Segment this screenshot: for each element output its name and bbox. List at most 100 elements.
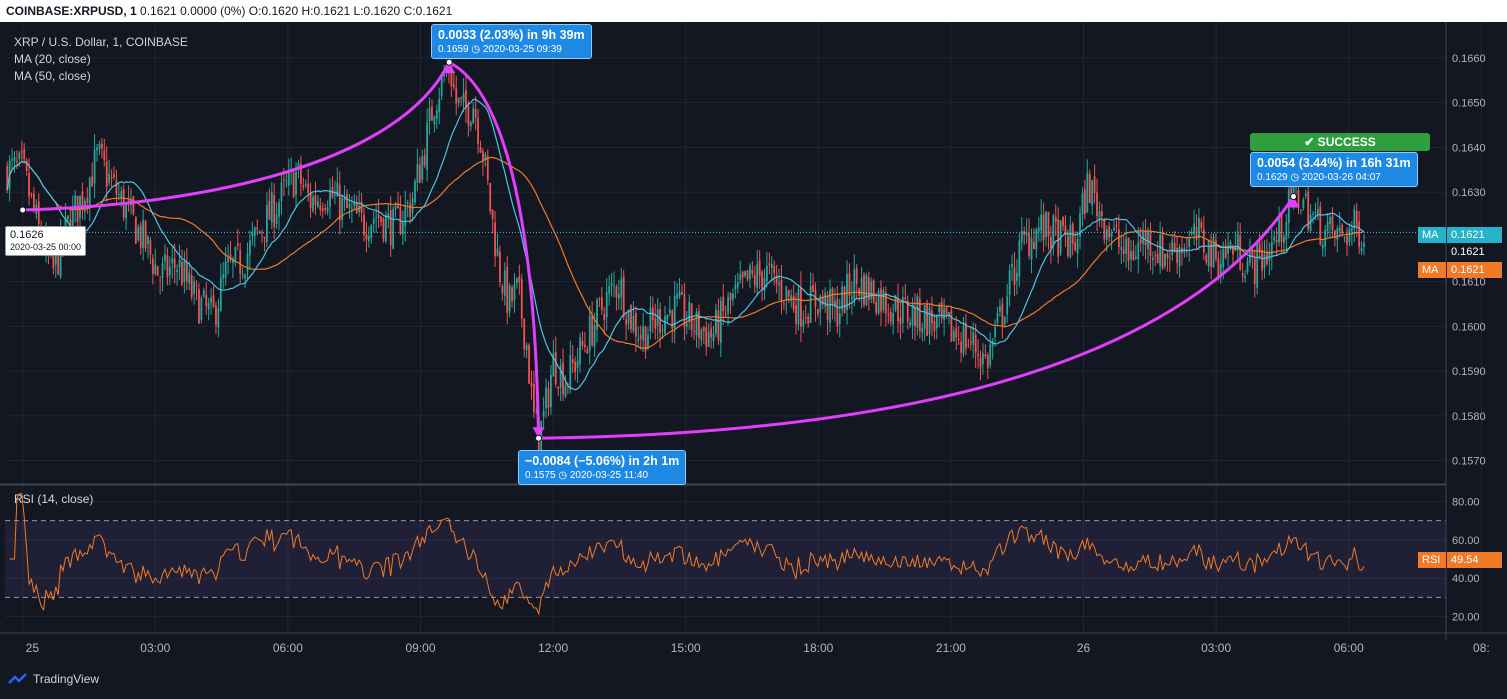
price-candle-body bbox=[316, 201, 319, 207]
price-candle-body bbox=[739, 274, 742, 281]
ohlc-stats: 0.1621 0.0000 (0%) O:0.1620 H:0.1621 L:0… bbox=[140, 4, 453, 18]
price-candle-body bbox=[729, 293, 732, 301]
price-candle-body bbox=[266, 204, 268, 243]
price-candle-body bbox=[644, 326, 647, 352]
price-candle-body bbox=[778, 282, 780, 286]
chart-title: XRP / U.S. Dollar, 1, COINBASE bbox=[14, 35, 188, 49]
price-candle-body bbox=[435, 110, 438, 119]
price-candle-body bbox=[348, 203, 351, 208]
price-candle-body bbox=[1326, 221, 1329, 231]
price-candle-body bbox=[33, 193, 35, 210]
price-candle-body bbox=[535, 412, 538, 414]
price-candle-body bbox=[13, 156, 16, 162]
price-candle-body bbox=[897, 297, 899, 322]
projection-curve bbox=[22, 61, 451, 212]
price-candle-body bbox=[98, 144, 101, 149]
price-candle-body bbox=[215, 305, 217, 325]
price-candle-body bbox=[384, 215, 387, 242]
price-candle-body bbox=[1137, 242, 1140, 260]
peak-callout[interactable]: 0.0033 (2.03%) in 9h 39m 0.1659 ◷ 2020-0… bbox=[431, 24, 592, 59]
price-candle-body bbox=[846, 274, 848, 311]
price-candle-body bbox=[1273, 236, 1276, 241]
start-price: 0.1626 bbox=[10, 229, 44, 241]
price-candle-body bbox=[1151, 257, 1154, 261]
price-candle-body bbox=[263, 236, 266, 239]
price-candle-body bbox=[1307, 191, 1310, 230]
price-candle-body bbox=[598, 298, 601, 300]
symbol-name: COINBASE:XRPUSD, 1 bbox=[6, 4, 137, 18]
start-point-label: 0.1626 2020-03-25 00:00 bbox=[5, 226, 87, 256]
tradingview-logo[interactable]: TradingView bbox=[8, 672, 99, 686]
price-candle-body bbox=[1144, 230, 1147, 246]
price-candle-body bbox=[125, 203, 128, 219]
price-candle-body bbox=[1088, 174, 1091, 204]
price-candle-body bbox=[16, 160, 18, 162]
price-candle-body bbox=[1130, 251, 1132, 260]
price-tick-label: 0.1650 bbox=[1452, 98, 1486, 110]
price-candle-body bbox=[1045, 211, 1047, 237]
price-candle-body bbox=[258, 231, 261, 233]
legend-ma20[interactable]: MA (20, close) bbox=[14, 52, 91, 66]
legend-rsi[interactable]: RSI (14, close) bbox=[14, 492, 94, 506]
price-candle-body bbox=[557, 386, 560, 389]
trough-change: −0.0084 (−5.06%) in 2h 1m bbox=[525, 454, 680, 468]
trough-callout[interactable]: −0.0084 (−5.06%) in 2h 1m 0.1575 ◷ 2020-… bbox=[518, 450, 687, 485]
price-candle-body bbox=[1188, 238, 1191, 247]
price-candle-body bbox=[1156, 253, 1159, 263]
price-candle-body bbox=[768, 263, 771, 265]
end-callout[interactable]: 0.0054 (3.44%) in 16h 31m 0.1629 ◷ 2020-… bbox=[1250, 152, 1418, 187]
projection-curve bbox=[538, 195, 1295, 440]
price-candle-body bbox=[185, 261, 188, 282]
price-candle-body bbox=[1149, 232, 1152, 257]
time-tick-label: 15:00 bbox=[671, 641, 701, 655]
price-candle-body bbox=[957, 338, 960, 340]
price-candle-body bbox=[518, 276, 521, 282]
price-candle-body bbox=[156, 266, 159, 276]
price-candle-body bbox=[103, 150, 106, 160]
price-candle-body bbox=[467, 106, 470, 126]
price-candle-body bbox=[268, 200, 271, 220]
price-candle-body bbox=[491, 209, 494, 219]
price-candle-body bbox=[1001, 303, 1004, 325]
price-candle-body bbox=[1023, 231, 1026, 235]
price-candle-body bbox=[149, 240, 152, 255]
price-candle-body bbox=[115, 180, 118, 195]
projection-point bbox=[535, 434, 543, 442]
projection-arrows[interactable] bbox=[19, 58, 1300, 442]
price-candle-body bbox=[914, 307, 916, 327]
price-candle-body bbox=[1110, 233, 1113, 237]
rsi-value-label: 49.54 bbox=[1447, 552, 1502, 568]
price-tick-label: 0.1600 bbox=[1452, 321, 1486, 333]
price-candle-body bbox=[972, 331, 975, 346]
price-candle-body bbox=[712, 333, 715, 342]
price-candle-body bbox=[889, 312, 892, 322]
ma20-tag: MA bbox=[1418, 227, 1446, 243]
price-candle-body bbox=[562, 362, 564, 395]
price-candle-body bbox=[270, 192, 273, 223]
price-candle-body bbox=[74, 195, 77, 209]
price-candle-body bbox=[528, 344, 530, 384]
price-candle-body bbox=[613, 285, 615, 287]
price-candle-body bbox=[770, 263, 773, 269]
price-candle-body bbox=[217, 308, 220, 328]
price-candle-body bbox=[1346, 236, 1348, 245]
price-candle-body bbox=[496, 248, 499, 256]
price-candle-body bbox=[938, 305, 941, 313]
price-candle-body bbox=[999, 306, 1001, 312]
price-candle-body bbox=[1321, 244, 1324, 249]
legend-ma50[interactable]: MA (50, close) bbox=[14, 69, 91, 83]
price-candle-body bbox=[207, 303, 210, 310]
price-candle-body bbox=[283, 179, 285, 181]
price-candle-body bbox=[766, 266, 768, 282]
price-candle-body bbox=[336, 183, 339, 197]
price-candle-body bbox=[244, 274, 246, 279]
price-candle-body bbox=[841, 286, 844, 310]
price-candle-body bbox=[450, 64, 453, 86]
price-candle-body bbox=[1062, 217, 1064, 226]
price-candle-body bbox=[295, 172, 297, 195]
price-candle-body bbox=[542, 410, 545, 417]
price-candle-body bbox=[278, 202, 280, 217]
price-candle-body bbox=[404, 205, 407, 227]
price-candle-body bbox=[377, 214, 380, 218]
